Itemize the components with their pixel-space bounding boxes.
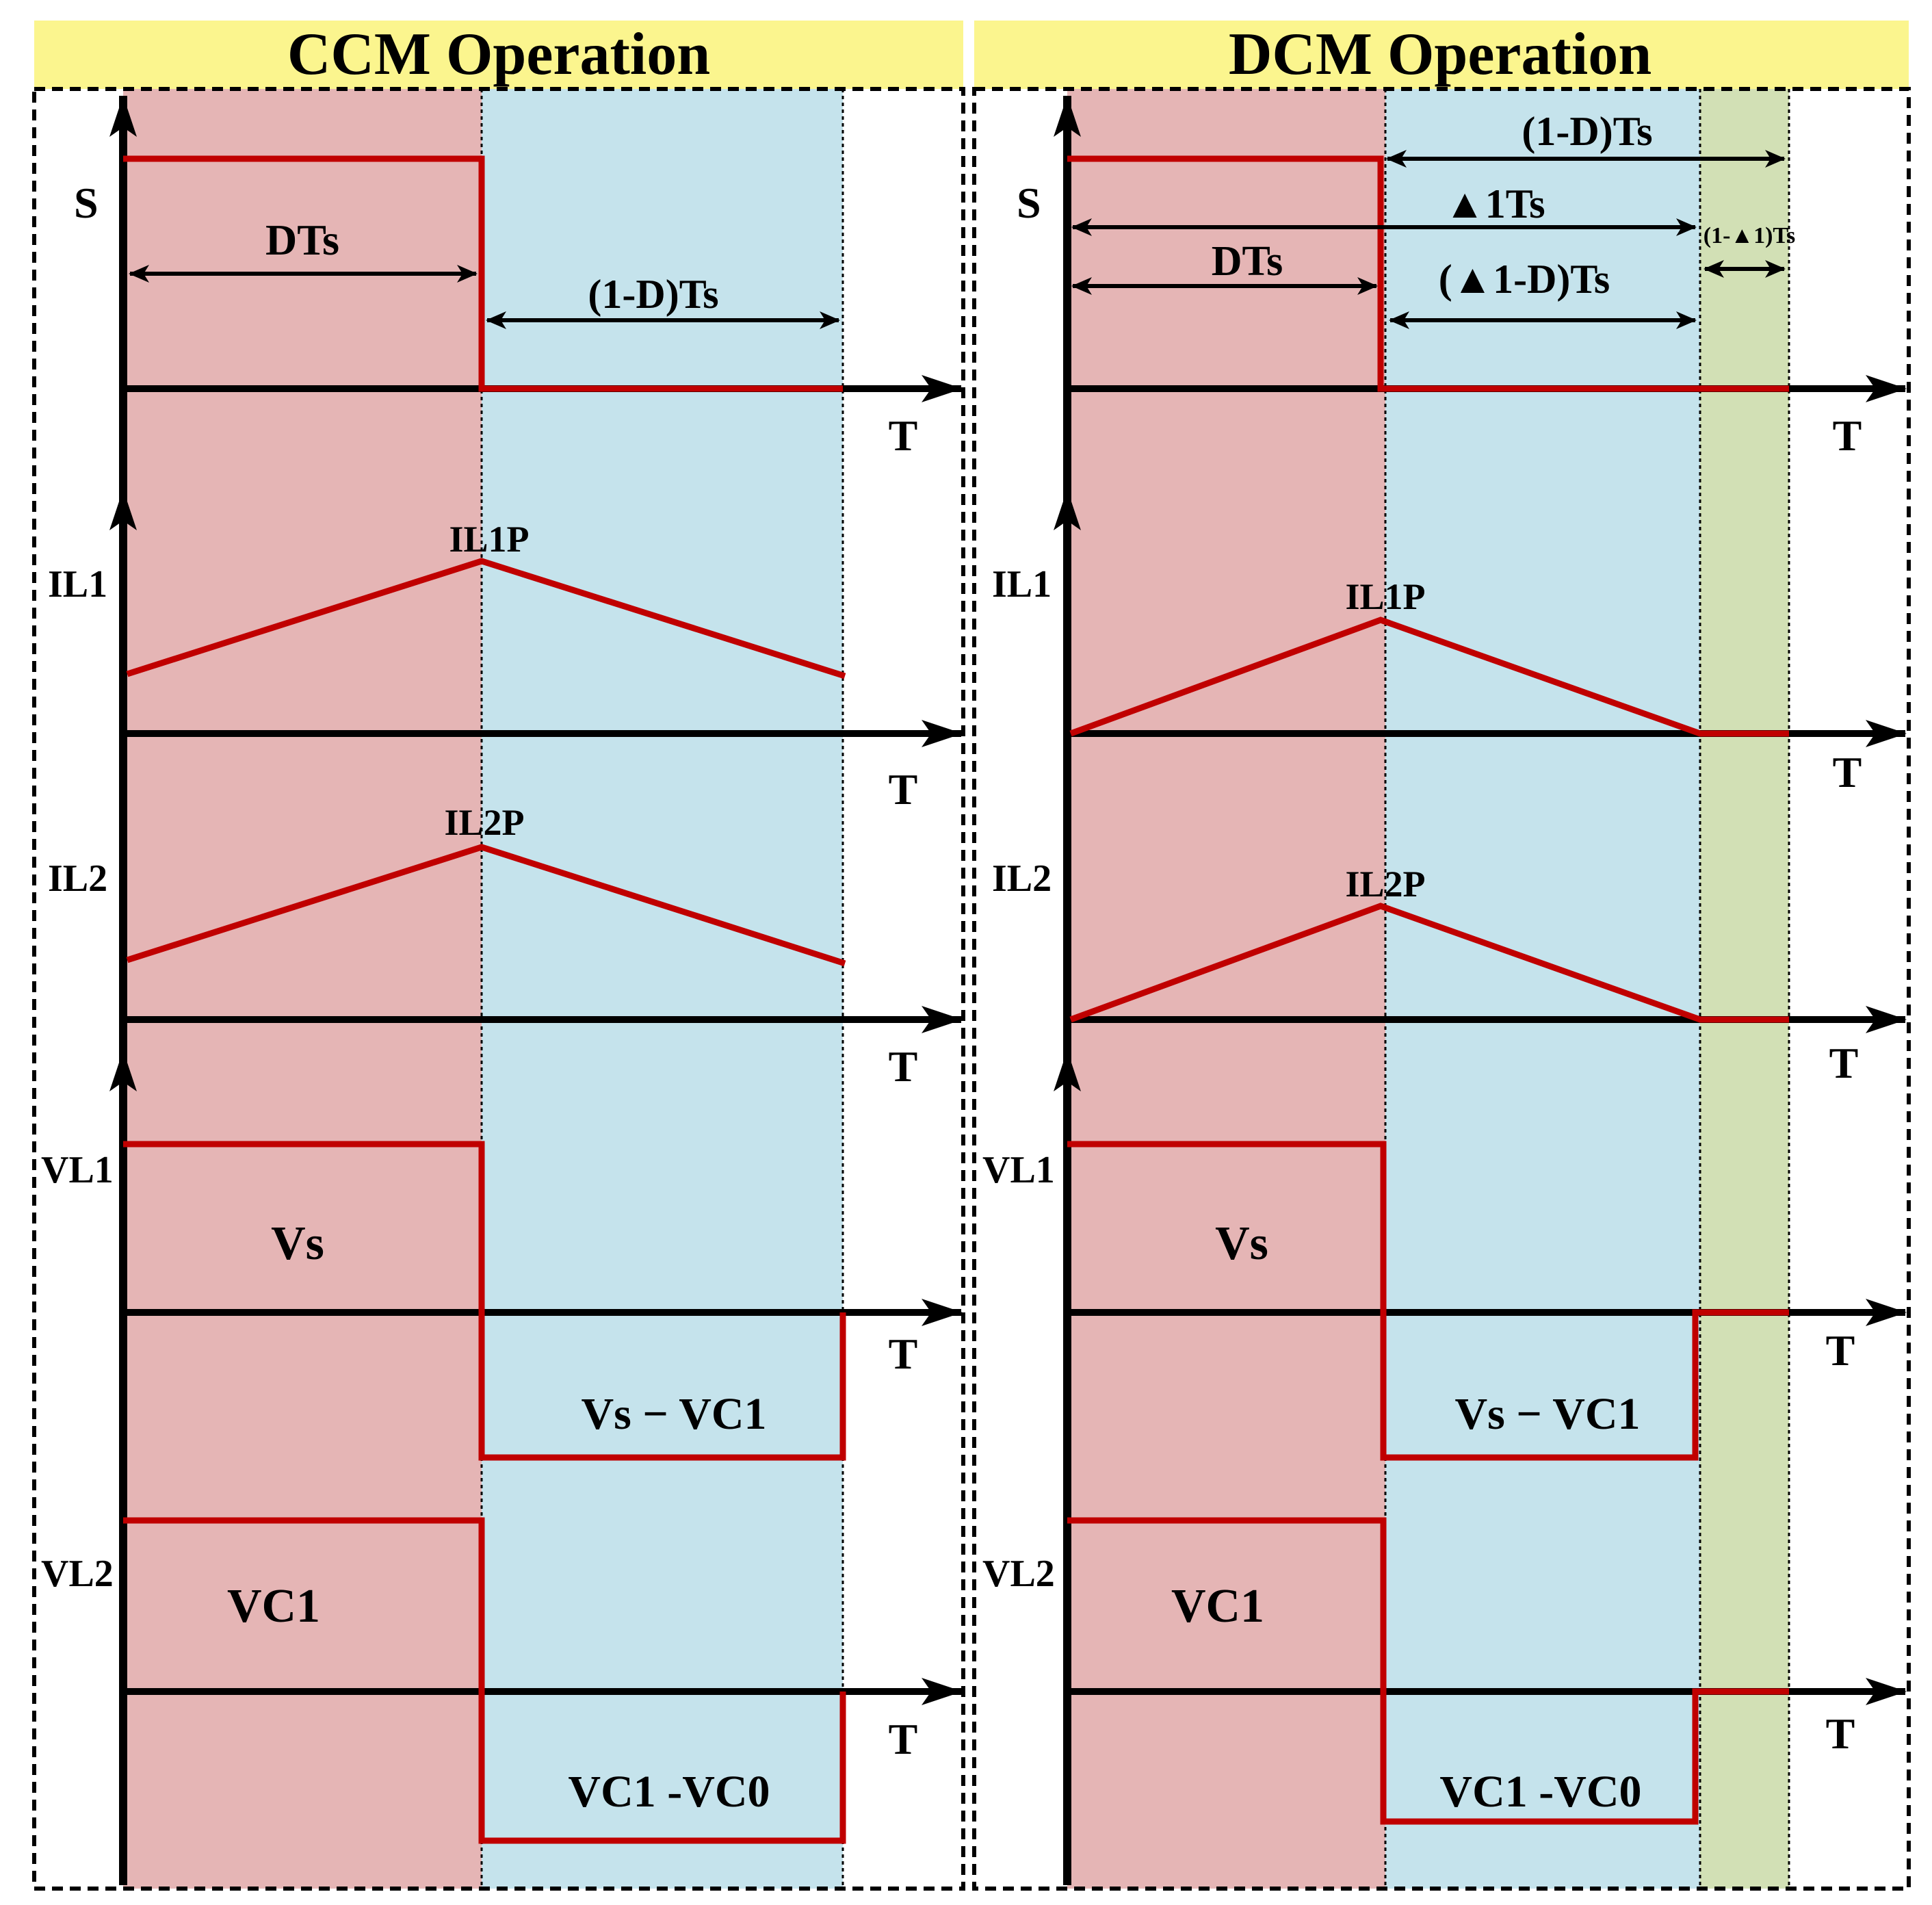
dcm-il2-peak-label: IL2P <box>1345 864 1425 905</box>
dcm-vl2-label: VL2 <box>982 1553 1055 1595</box>
dcm-vl2-waveform <box>1067 1517 1789 1825</box>
ccm-il1-waveform <box>126 558 846 679</box>
dcm-title: DCM Operation <box>1229 21 1652 88</box>
ccm-off-region <box>482 89 843 1889</box>
ccm-il1-label: IL1 <box>48 563 107 606</box>
dcm-idle-region <box>1700 89 1789 1889</box>
dcm-title-bar <box>974 21 1909 89</box>
ccm-s-label: S <box>74 179 99 227</box>
ccm-vertical-arrow-il <box>109 489 137 530</box>
dcm-vc1-label: VC1 <box>1171 1580 1264 1633</box>
ccm-il1-peak-label: IL1P <box>449 519 529 560</box>
dcm-vs-label: Vs <box>1215 1217 1268 1270</box>
ccm-il2-waveform <box>126 844 846 967</box>
ccm-title: CCM Operation <box>287 21 710 88</box>
ccm-il2-label: IL2 <box>48 857 107 900</box>
ccm-vl1-waveform <box>123 1141 846 1461</box>
dcm-panel: DCM Operation S (1-D)Ts ▲1Ts (1-▲1)Ts DT… <box>972 21 1911 1891</box>
ccm-vc1-label: VC1 <box>227 1580 320 1633</box>
dcm-vl1-label: VL1 <box>982 1149 1055 1191</box>
dcm-dts-label: DTs <box>1212 238 1283 285</box>
dcm-time-label: T <box>1833 748 1862 796</box>
dcm-one-minus-d-label: (1-D)Ts <box>1522 109 1652 154</box>
dcm-one-minus-delta1-label: (1-▲1)Ts <box>1703 223 1795 248</box>
dcm-il1-waveform <box>1069 617 1789 737</box>
ccm-vl2-label: VL2 <box>41 1553 114 1595</box>
dcm-delta1-label: ▲1Ts <box>1444 181 1545 226</box>
ccm-one-minus-d-label: (1-D)Ts <box>588 272 718 317</box>
dcm-switch-waveform <box>1067 155 1789 392</box>
ccm-time-label: T <box>889 765 918 814</box>
ccm-vs-minus-vc1-label: Vs − VC1 <box>581 1389 766 1439</box>
dcm-time-label: T <box>1826 1709 1855 1758</box>
dcm-time-label: T <box>1833 411 1862 460</box>
ccm-il2-peak-label: IL2P <box>444 802 524 843</box>
dcm-vs-minus-vc1-label: Vs − VC1 <box>1454 1389 1640 1439</box>
dcm-panel-border <box>972 87 1911 1891</box>
dcm-vertical-arrow-vl <box>1054 1050 1081 1091</box>
dcm-time-label: T <box>1829 1039 1859 1087</box>
ccm-vl1-label: VL1 <box>41 1149 114 1191</box>
dcm-il1-label: IL1 <box>992 563 1052 606</box>
dcm-il2-waveform <box>1069 903 1789 1023</box>
ccm-time-label: T <box>889 1715 918 1763</box>
dcm-il2-label: IL2 <box>992 857 1052 900</box>
dcm-delta1-minus-d-label: (▲1-D)Ts <box>1439 257 1610 302</box>
ccm-vc1-minus-vc0-label: VC1 -VC0 <box>568 1767 770 1817</box>
dcm-vl1-waveform <box>1067 1141 1789 1461</box>
ccm-title-bar <box>34 21 963 89</box>
ccm-vertical-arrow-vl <box>109 1050 137 1091</box>
ccm-panel-border <box>32 87 965 1891</box>
dcm-il1-peak-label: IL1P <box>1345 576 1425 617</box>
dcm-s-label: S <box>1017 179 1041 227</box>
ccm-vl2-waveform <box>123 1517 846 1844</box>
ccm-time-label: T <box>889 1330 918 1378</box>
dcm-vertical-arrow-il <box>1054 489 1081 530</box>
ccm-time-label: T <box>889 1042 918 1091</box>
dcm-off-region <box>1385 89 1700 1889</box>
dcm-time-label: T <box>1826 1326 1855 1375</box>
dcm-vertical-arrow-s <box>1054 96 1081 137</box>
ccm-vs-label: Vs <box>271 1217 324 1270</box>
ccm-panel: CCM Operation S DTs (1-D)Ts IL1 IL1P IL2 <box>32 21 965 1891</box>
dcm-vc1-minus-vc0-label: VC1 -VC0 <box>1439 1767 1641 1817</box>
ccm-dts-label: DTs <box>265 216 339 264</box>
ccm-time-label: T <box>889 411 918 460</box>
ccm-switch-waveform <box>123 155 843 392</box>
ccm-vertical-arrow-s <box>109 96 137 137</box>
